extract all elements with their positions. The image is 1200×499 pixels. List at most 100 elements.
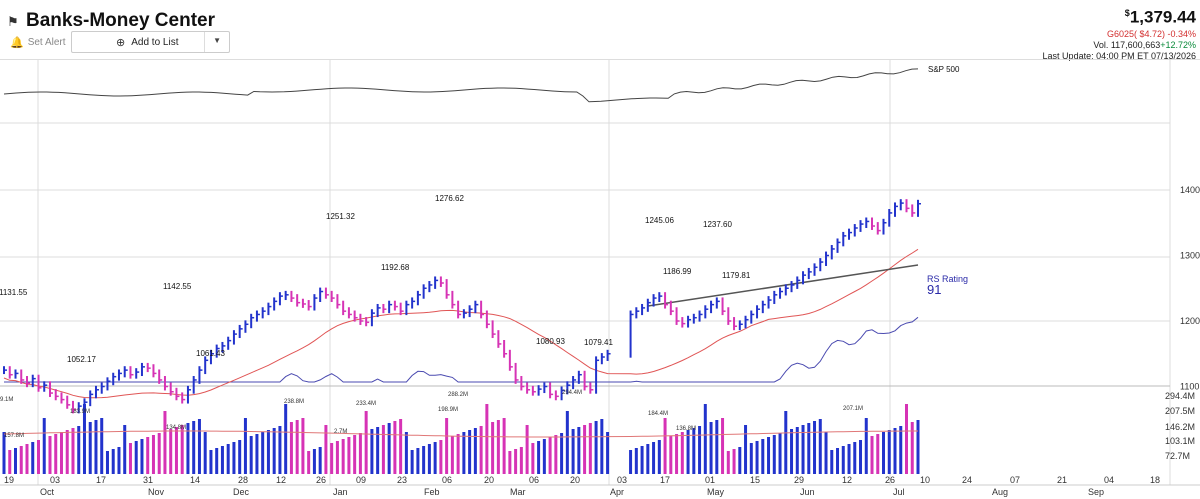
volume-annotation: 183.9M [70, 409, 90, 415]
volume-bar [42, 418, 46, 474]
x-tick-label: 04 [1104, 475, 1114, 485]
volume-bar [491, 422, 495, 474]
volume-bar [790, 429, 794, 474]
volume-bar [657, 440, 661, 474]
x-tick-label: 29 [794, 475, 804, 485]
x-tick-label: 03 [617, 475, 627, 485]
trend-line [647, 264, 919, 307]
volume-annotation: 134.8M [166, 425, 186, 431]
x-tick-label: Aug [992, 487, 1008, 497]
x-tick-label: 12 [276, 475, 286, 485]
volume-bar [65, 430, 69, 474]
flag-icon[interactable]: ⚑ [7, 14, 19, 29]
volume-bar [870, 436, 874, 474]
volume-bar [634, 448, 638, 474]
volume-bar [82, 404, 86, 474]
volume-bar [508, 451, 512, 474]
volume-bar [197, 419, 201, 474]
volume-bars [2, 404, 920, 474]
volume-bar [255, 434, 259, 474]
chart-grid [0, 60, 1171, 485]
volume-bar [31, 442, 35, 474]
volume-bar [537, 441, 541, 474]
volume-tick-label: 294.4M [1165, 391, 1195, 401]
volume-bar [836, 448, 840, 474]
volume-bar [117, 447, 121, 474]
volume-bar [715, 420, 719, 474]
volume-bar [370, 429, 374, 474]
x-tick-label: 19 [4, 475, 14, 485]
volume-bar [203, 432, 207, 474]
volume-bar [341, 439, 345, 474]
volume-bar [577, 427, 581, 474]
dropdown-divider [204, 32, 205, 52]
volume-annotation: 207.1M [843, 406, 863, 412]
x-tick-label: 20 [570, 475, 580, 485]
volume-annotation: 294.4M [562, 390, 582, 396]
price-tick-label: 1100 [1180, 382, 1199, 392]
x-tick-label: 28 [238, 475, 248, 485]
volume-bar [519, 447, 523, 474]
volume-bar [105, 451, 109, 474]
volume-bar [134, 441, 138, 474]
volume-bar [335, 441, 339, 474]
chevron-down-icon[interactable]: ▼ [213, 36, 221, 45]
volume-bar [675, 434, 679, 474]
x-tick-label: 24 [962, 475, 972, 485]
volume-bar [502, 418, 506, 474]
volume-bar [186, 423, 190, 474]
volume-bar [588, 423, 592, 474]
price-annotation: 1142.55 [163, 282, 192, 291]
x-tick-label: 17 [660, 475, 670, 485]
volume-bar [123, 425, 127, 474]
volume-bar [445, 418, 449, 474]
volume-bar [698, 426, 702, 474]
volume-bar [864, 418, 868, 474]
volume-bar [548, 437, 552, 474]
volume-bar [473, 428, 477, 474]
price-annotation: 1179.81 [722, 271, 751, 280]
volume-bar [410, 450, 414, 474]
volume-bar [301, 418, 305, 474]
volume-bar [761, 439, 765, 474]
volume-annotation: 9.1M [0, 397, 13, 403]
volume-bar [215, 448, 219, 474]
volume-bar [295, 420, 299, 474]
volume-bar [853, 442, 857, 474]
volume-bar [266, 430, 270, 474]
volume-bar [128, 443, 132, 474]
set-alert-button[interactable]: 🔔 Set Alert [10, 36, 66, 49]
x-tick-label: Feb [424, 487, 440, 497]
price-annotation: 1251.32 [326, 212, 355, 221]
volume-annotation: 198.9M [438, 407, 458, 413]
volume-bar [456, 434, 460, 474]
volume-bar [646, 444, 650, 474]
price: $1,379.44 [1043, 2, 1196, 29]
volume-bar [140, 439, 144, 474]
sp500-label: S&P 500 [928, 65, 960, 74]
price-tick-label: 1200 [1180, 316, 1200, 326]
volume-bar [749, 443, 753, 474]
volume-bar [514, 449, 518, 474]
price-annotation: 1186.99 [663, 267, 692, 276]
volume-bar [726, 451, 730, 474]
volume-bar [554, 435, 558, 474]
volume-bar [404, 432, 408, 474]
price-chart[interactable]: 1100 1200 1300 1400 294.4M 207.5M 146.2M 103.1… [0, 60, 1200, 499]
volume-bar [686, 430, 690, 474]
volume-bar [468, 430, 472, 474]
volume-bar [571, 429, 575, 474]
volume-bar [640, 446, 644, 474]
x-tick-label: 03 [50, 475, 60, 485]
price-tick-label: 1300 [1180, 251, 1200, 261]
volume-bar [594, 421, 598, 474]
volume-bar [312, 449, 316, 474]
volume-bar [364, 411, 368, 474]
volume-bar [13, 448, 17, 474]
price-currency: $ [1124, 8, 1130, 18]
price-bars [3, 199, 921, 414]
volume-bar [565, 411, 569, 474]
add-to-list-button[interactable]: ⊕ Add to List ▼ [71, 31, 230, 53]
volume-bar [485, 404, 489, 474]
volume-bar [19, 446, 23, 474]
